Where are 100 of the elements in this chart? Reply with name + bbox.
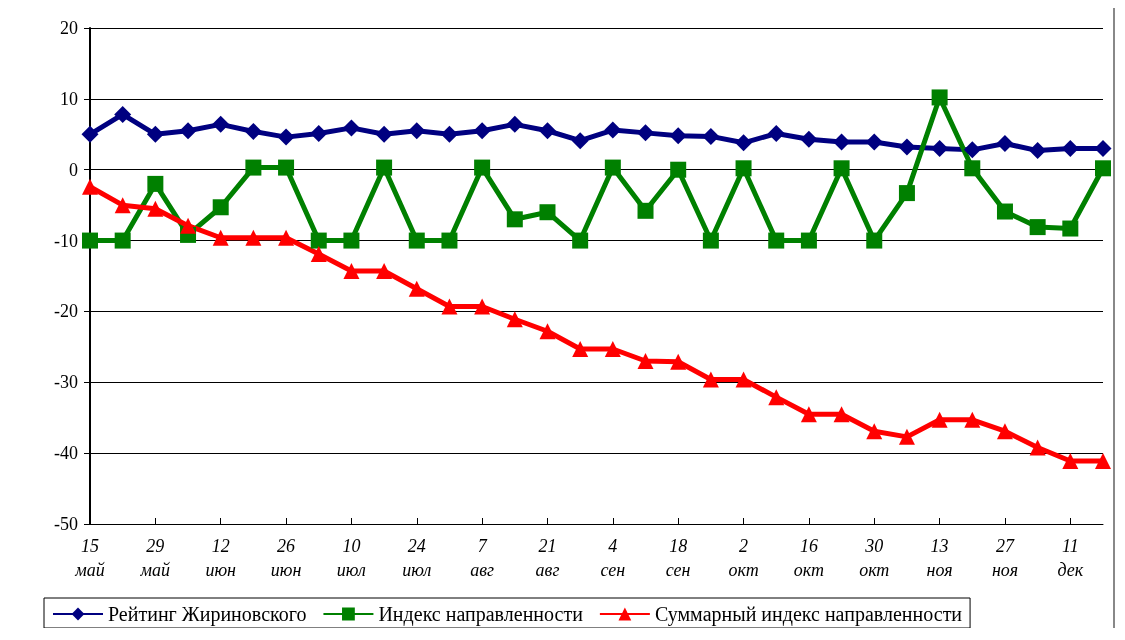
y-tick-label: -30 <box>54 372 78 393</box>
point <box>343 263 360 280</box>
legend-label: Рейтинг Жириновского <box>108 603 307 626</box>
point <box>441 298 458 315</box>
point <box>571 132 589 150</box>
x-tick-label: 11 дек <box>1057 536 1084 580</box>
point <box>898 185 915 202</box>
x-tick-label: 24 июл <box>402 536 432 580</box>
point <box>310 125 328 143</box>
x-tick-label: 21 авг <box>535 536 560 580</box>
point <box>310 246 327 263</box>
point <box>506 311 523 328</box>
point <box>539 204 556 221</box>
x-tick-label: 27 ноя <box>991 536 1018 580</box>
y-tick-label: -40 <box>54 443 78 464</box>
point <box>637 353 654 370</box>
point <box>768 389 785 406</box>
x-tick-label: 7 авг <box>470 536 495 580</box>
point <box>866 232 883 249</box>
point <box>114 105 132 123</box>
point <box>114 197 131 214</box>
x-tick-label: 16 окт <box>793 536 824 580</box>
point <box>342 119 360 137</box>
point <box>1095 452 1111 469</box>
y-tick-label: -20 <box>54 301 78 322</box>
point <box>931 139 949 157</box>
point <box>474 298 491 315</box>
point <box>179 122 197 140</box>
point <box>866 423 883 440</box>
point <box>604 159 621 176</box>
point <box>800 232 817 249</box>
point <box>963 141 981 159</box>
legend-label: Индекс направленности <box>378 603 584 626</box>
point <box>898 138 916 156</box>
point <box>245 229 262 246</box>
point <box>376 159 393 176</box>
y-tick-label: 0 <box>69 159 78 180</box>
point <box>800 406 817 423</box>
point <box>604 121 622 139</box>
point <box>278 159 295 176</box>
point <box>473 122 491 140</box>
point <box>506 115 524 133</box>
point <box>637 202 654 219</box>
point <box>212 199 229 216</box>
point <box>441 232 458 249</box>
point <box>1062 220 1079 237</box>
x-tick-label: 15 май <box>74 536 105 580</box>
point <box>702 232 719 249</box>
point <box>670 161 687 178</box>
y-tick-label: -10 <box>54 230 78 251</box>
x-tick-label: 30 окт <box>859 536 890 580</box>
point <box>931 89 948 106</box>
point <box>376 263 393 280</box>
x-tick-label: 18 сен <box>665 536 691 580</box>
point <box>735 371 752 388</box>
point <box>244 122 262 140</box>
point <box>996 203 1013 220</box>
point <box>277 128 295 146</box>
point <box>898 428 915 445</box>
point <box>408 232 425 249</box>
point <box>572 340 589 357</box>
point <box>310 232 327 249</box>
y-tick-label: 20 <box>60 18 78 38</box>
point <box>1061 139 1079 157</box>
point <box>964 411 981 428</box>
point <box>735 134 753 152</box>
point <box>637 124 655 142</box>
point <box>278 229 295 246</box>
point <box>572 232 589 249</box>
point <box>996 423 1013 440</box>
point <box>538 122 556 140</box>
y-tick-label: 10 <box>60 88 78 109</box>
point <box>1029 142 1047 160</box>
point <box>408 122 426 140</box>
point <box>147 200 164 217</box>
point <box>1095 160 1111 177</box>
point <box>604 340 621 357</box>
point <box>669 127 687 145</box>
point <box>474 159 491 176</box>
point <box>81 125 99 143</box>
x-tick-label: 12 июн <box>205 536 237 580</box>
x-tick-label: 4 сен <box>600 536 626 580</box>
legend-label: Суммарный индекс направленности <box>654 603 963 626</box>
point <box>964 160 981 177</box>
point <box>768 232 785 249</box>
point <box>343 232 360 249</box>
point <box>114 232 131 249</box>
point <box>147 175 164 192</box>
y-tick-label: -50 <box>54 514 78 534</box>
point <box>539 323 556 340</box>
point <box>1029 439 1046 456</box>
point <box>212 115 230 133</box>
point <box>212 229 229 246</box>
point <box>931 411 948 428</box>
point <box>82 178 98 195</box>
point <box>375 125 393 143</box>
point <box>506 211 523 228</box>
point <box>800 130 818 148</box>
point <box>82 232 98 249</box>
point <box>735 160 752 177</box>
